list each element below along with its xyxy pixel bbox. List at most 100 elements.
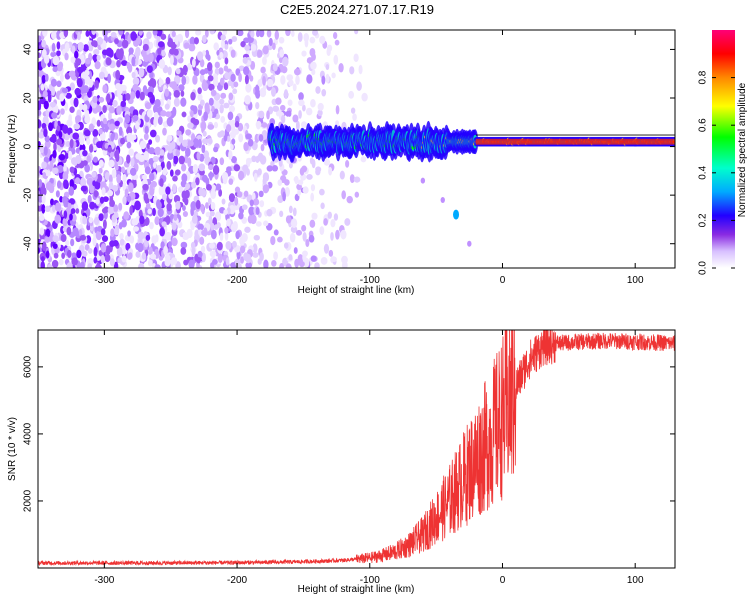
heatmap-cell [278,36,285,44]
heatmap-cell [201,34,207,44]
heatmap-cell [209,250,217,258]
heatmap-cell [101,49,109,56]
heatmap-cell [335,229,340,240]
heatmap-cell [171,30,176,38]
heatmap-cell [118,126,123,136]
heatmap-cell [43,128,48,138]
heatmap-cell [333,213,339,221]
colorbar-ticks: 0.0 0.2 0.4 0.6 0.8 [698,70,735,275]
heatmap-cell [272,42,276,51]
heatmap-cell [127,230,131,237]
heatmap-cell [163,245,169,256]
heatmap-cell [104,172,110,181]
heatmap-cell [247,36,254,44]
heatmap-cell [58,258,64,266]
heatmap-cell [291,30,295,38]
heatmap-cell [224,231,229,241]
heatmap-cell [51,112,58,119]
heatmap-cell [38,76,42,85]
heatmap-cell [38,110,42,116]
heatmap-cell [248,206,255,216]
heatmap-cell [185,183,191,190]
heatmap-cell [475,138,675,145]
heatmap-cell [96,119,101,127]
heatmap-cell [59,93,65,102]
heatmap-cell [323,158,331,166]
heatmap-cell [89,201,96,210]
heatmap-cell [309,36,316,44]
heatmap-cell [142,183,149,191]
heatmap-cell [349,66,355,75]
heatmap-cell [243,141,249,152]
heatmap-cell [93,256,98,264]
heatmap-cell [77,42,85,52]
heatmap-cell [68,150,73,160]
heatmap-cell [311,158,316,169]
heatmap-cell [182,64,188,74]
heatmap-cell [173,194,181,204]
heatmap-cell [218,67,224,75]
heatmap-cell [167,241,172,248]
heatmap-cell [175,149,180,157]
heatmap-cell [184,197,189,206]
heatmap-cell [170,257,178,265]
heatmap-cell [95,197,100,205]
heatmap-cell [128,252,133,260]
heatmap-cell [188,43,196,52]
heatmap-cell [214,61,220,69]
heatmap-cell [79,136,85,146]
heatmap-cell [283,89,289,99]
heatmap-cell [157,46,162,56]
heatmap-cell [228,105,236,113]
heatmap-cell [206,184,212,191]
heatmap-cell [141,49,147,58]
heatmap-cell [356,81,362,91]
heatmap-cell [91,30,97,36]
heatmap-cell [290,225,298,234]
heatmap-cell [196,51,204,61]
heatmap-cell [44,205,51,213]
heatmap-cell [230,49,236,58]
heatmap-cell [92,156,99,163]
heatmap-cell [330,256,337,263]
heatmap-cell [323,218,328,226]
snr-panel: -300 -200 -100 0 100 2000 4000 6000 Height of … [7,329,676,595]
heatmap-cell [319,35,326,45]
heatmap-cell [224,43,229,50]
heatmap-cell [262,45,269,55]
heatmap-cell [173,154,179,165]
heatmap-cell [102,104,107,114]
snr-frame [37,329,676,569]
heatmap-cell [39,227,45,236]
heatmap-cell [90,40,98,47]
heatmap-cell [38,178,43,188]
heatmap-cell [62,226,68,233]
heatmap-cell [43,146,48,156]
heatmap-cell [89,185,95,194]
heatmap-cell [40,256,45,262]
heatmap-cell [198,187,204,197]
heatmap-cell [126,141,132,149]
heatmap-cell [213,146,219,153]
heatmap-cell [124,234,132,242]
heatmap-cell [360,156,367,163]
heatmap-cell [113,211,119,220]
heatmap-cell [153,117,158,128]
heatmap-cell [78,228,83,237]
heatmap-cell [315,86,321,94]
heatmap-cell [119,238,125,246]
heatmap-cell [144,102,152,110]
heatmap-cell [135,90,141,99]
heatmap-cell [467,240,472,247]
heatmap-cell [268,37,273,47]
heatmap-cell [258,110,265,119]
heatmap-cell [154,264,161,268]
heatmap-cell [172,183,177,194]
snr-x-tick-label: -300 [94,575,114,586]
heatmap-cell [210,184,216,191]
heatmap-cell [156,30,163,38]
heatmap-cell [173,97,180,107]
heatmap-cell [219,77,225,86]
heatmap-cell [181,163,187,172]
heatmap-cell [230,73,236,82]
